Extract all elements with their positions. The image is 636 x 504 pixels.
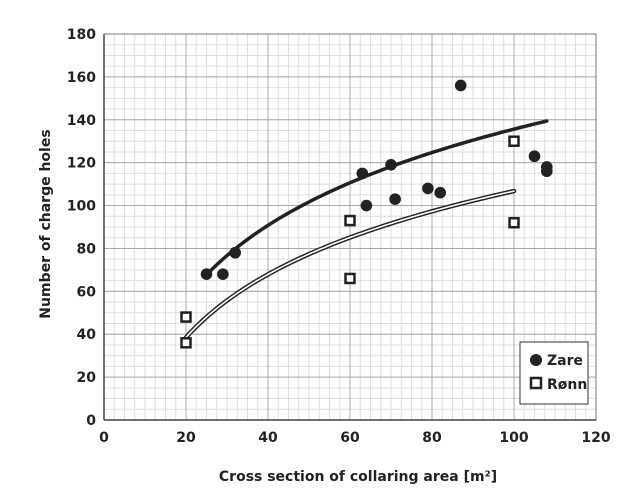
- y-tick-label: 40: [77, 327, 97, 343]
- data-point-zare: [541, 165, 553, 178]
- data-point-zare: [422, 182, 434, 195]
- trend-line-zare: [204, 119, 549, 277]
- data-point-zare: [356, 167, 369, 180]
- x-axis-label: Cross section of collaring area [m²]: [219, 469, 497, 485]
- data-point-zare: [385, 159, 397, 171]
- data-point-zare: [434, 186, 447, 199]
- x-tick-labels: 0 20 40 60 80 100 120: [99, 430, 611, 446]
- data-point-ronn: [180, 311, 192, 323]
- y-tick-label: 20: [77, 370, 97, 386]
- x-tick-label: 100: [499, 430, 528, 446]
- data-point-ronn: [508, 216, 520, 229]
- data-point-zare: [360, 199, 373, 212]
- data-point-ronn: [180, 337, 192, 349]
- y-tick-label: 160: [67, 70, 96, 86]
- y-tick-label: 80: [77, 241, 97, 257]
- legend-label-zare: Zare: [547, 353, 583, 369]
- data-point-ronn: [508, 135, 520, 147]
- y-tick-labels: 0 20 40 60 80 100 120 140 160 180: [67, 27, 96, 429]
- legend-label-ronn: Rønn: [547, 377, 587, 393]
- y-tick-label: 180: [67, 27, 96, 43]
- trend-lines: [183, 119, 549, 340]
- x-tick-label: 0: [99, 430, 109, 446]
- data-point-zare: [389, 193, 401, 205]
- data-point-ronn: [344, 272, 356, 285]
- data-point-zare: [229, 246, 241, 259]
- y-axis-label: Number of charge holes: [38, 129, 54, 318]
- y-tick-label: 0: [86, 413, 96, 429]
- legend-marker-ronn: [529, 376, 543, 390]
- data-point-zare: [454, 79, 467, 92]
- data-markers: [180, 79, 553, 349]
- data-point-zare: [217, 268, 229, 280]
- x-tick-label: 80: [422, 430, 442, 446]
- y-tick-label: 100: [67, 199, 96, 215]
- y-tick-label: 60: [77, 284, 97, 300]
- data-point-zare: [528, 150, 541, 163]
- y-tick-label: 120: [67, 156, 96, 172]
- legend: Zare Rønn: [519, 341, 589, 405]
- data-point-ronn: [344, 214, 356, 227]
- x-tick-label: 60: [340, 430, 360, 446]
- data-point-zare: [200, 268, 213, 280]
- x-tick-label: 40: [258, 430, 278, 446]
- y-tick-label: 140: [67, 113, 96, 129]
- legend-box: [519, 341, 589, 405]
- axis-lines: [103, 34, 596, 421]
- x-tick-label: 120: [581, 430, 610, 446]
- legend-marker-zare: [530, 354, 542, 366]
- trend-line-inner-ronn: [185, 190, 515, 339]
- x-tick-label: 20: [176, 430, 196, 446]
